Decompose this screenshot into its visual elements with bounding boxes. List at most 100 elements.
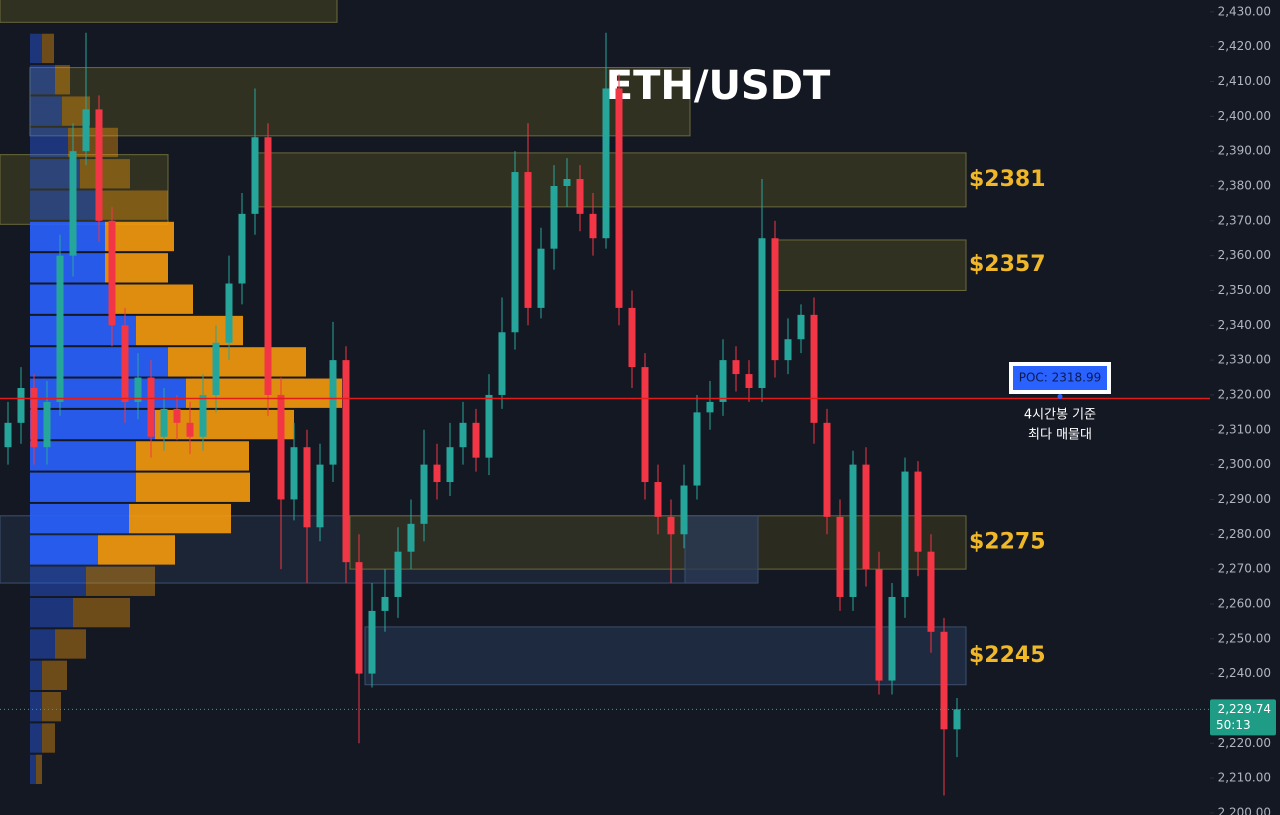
candle-body [784,339,792,361]
profile-buy [30,284,110,314]
y-tick-label: 2,260.00 [1218,596,1271,610]
candle-body [693,412,701,486]
profile-buy [30,503,129,534]
candle-body [173,408,181,423]
profile-sell [136,441,249,471]
y-tick-label: 2,410.00 [1218,74,1271,88]
candle-body [511,172,519,333]
candle-body [43,401,51,448]
profile-buy [30,629,55,659]
y-tick-label: 2,220.00 [1218,736,1271,750]
profile-buy [30,472,136,502]
countdown: 50:13 [1216,718,1251,732]
candle-body [199,394,207,437]
profile-sell [36,754,42,785]
profile-buy [30,692,42,722]
candle-body [316,464,324,528]
candle-body [836,516,844,597]
candle-body [797,314,805,340]
candle-body [524,172,532,308]
candle-body [732,360,740,375]
profile-buy [30,723,42,753]
candle-body [160,408,168,437]
profile-sell [98,535,175,565]
candle-body [940,631,948,730]
poc-anchor [1057,393,1063,399]
y-tick-label: 2,400.00 [1218,109,1271,123]
candle-body [472,422,480,458]
profile-sell [42,692,61,722]
y-tick-label: 2,330.00 [1218,353,1271,367]
candle-body [355,562,363,674]
candle-body [875,569,883,681]
profile-sell [42,723,55,753]
profile-sell [42,660,67,691]
candle-body [602,88,610,239]
profile-buy [30,127,68,158]
candle-body [823,422,831,517]
zone [257,152,967,208]
value-area [0,221,30,566]
profile-sell [105,221,174,252]
profile-buy [30,190,98,220]
y-tick-label: 2,300.00 [1218,457,1271,471]
candle-body [4,422,12,448]
candle-body [628,307,636,368]
candle-body [589,213,597,239]
y-tick-label: 2,340.00 [1218,318,1271,332]
candle-body [394,551,402,597]
y-tick-label: 2,270.00 [1218,562,1271,576]
zone [0,154,169,225]
candle-body [576,179,584,214]
profile-buy [30,597,73,628]
zone [29,67,691,137]
candle-body [277,394,285,500]
candle-body [30,387,38,448]
candle-body [69,151,77,256]
profile-buy [30,566,86,596]
candle-body [862,464,870,570]
y-tick-label: 2,380.00 [1218,178,1271,192]
candle-body [212,342,220,395]
profile-buy [30,96,62,126]
y-tick-label: 2,240.00 [1218,666,1271,680]
profile-buy [30,660,42,691]
profile-buy [30,378,186,408]
candle-body [17,387,25,423]
candle-body [251,137,259,214]
candle-body [550,185,558,249]
profile-sell [110,284,193,314]
poc-box-inner [1013,366,1107,390]
zone-label: $2381 [969,167,1046,192]
y-tick-label: 2,360.00 [1218,248,1271,262]
candle-body [420,464,428,524]
profile-sell [129,503,231,534]
profile-sell [98,190,168,220]
candle-body [667,516,675,535]
profile-sell [136,472,250,502]
zone [0,0,338,23]
candle-body [433,464,441,483]
candle-body [121,325,129,402]
profile-sell [73,597,130,628]
candle-body [680,485,688,535]
zone-label: $2245 [969,643,1046,668]
candle-body [368,610,376,674]
candle-body [238,213,246,284]
annotation: 최다 매물대 [1028,428,1092,443]
candle-body [901,471,909,597]
y-tick-label: 2,250.00 [1218,631,1271,645]
y-tick-label: 2,290.00 [1218,492,1271,506]
profile-buy [30,33,42,64]
candle-body [758,238,766,388]
annotation: 4시간봉 기준 [1024,408,1096,423]
y-tick-label: 2,310.00 [1218,422,1271,436]
last-price-box [1210,699,1276,736]
zone-label: $2357 [969,252,1046,277]
zone [774,239,967,291]
candle-body [849,464,857,597]
candle-body [810,314,818,423]
profile-buy [30,347,168,377]
candle-body [615,88,623,308]
